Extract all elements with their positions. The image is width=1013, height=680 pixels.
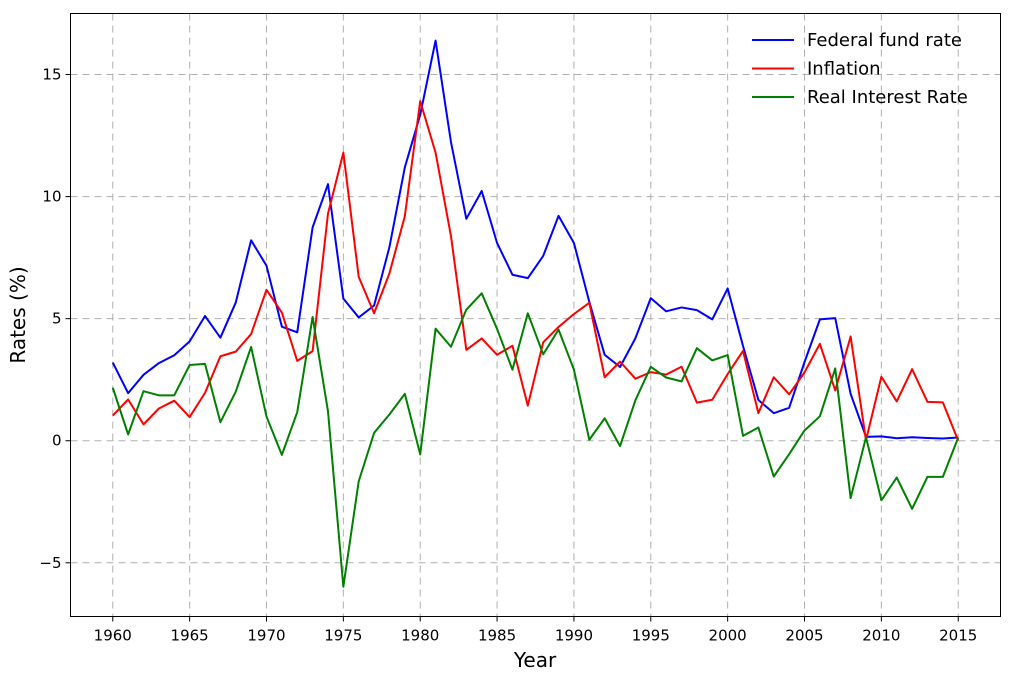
series-line-real-interest-rate (111, 292, 960, 588)
plot-frame (70, 13, 1001, 617)
x-tick-label: 1980 (401, 627, 439, 645)
x-tick-label: 1965 (171, 627, 209, 645)
x-tick-label: 1990 (555, 627, 593, 645)
y-tick-label: 5 (52, 310, 62, 328)
x-tick-label: 1995 (632, 627, 670, 645)
x-tick-label: 1960 (94, 627, 132, 645)
x-tick-label: 1970 (247, 627, 285, 645)
x-tick-label: 1985 (478, 627, 516, 645)
y-tick-label: 15 (42, 66, 61, 84)
x-tick-label: 2015 (939, 627, 977, 645)
y-tick-label: −5 (39, 554, 61, 572)
axis-ticks: 1960 1965 1970 1975 1980 1985 1990 1995 2000 2005… (39, 66, 977, 645)
series-line-inflation (112, 100, 960, 442)
series-lines (111, 39, 960, 588)
y-tick-label: 10 (42, 188, 61, 206)
legend-label-inflation: Inflation (807, 59, 881, 80)
y-axis-title: Rates (%) (6, 266, 30, 363)
x-tick-label: 2010 (862, 627, 900, 645)
series-line-federal-fund-rate (111, 39, 959, 440)
x-tick-label: 2005 (785, 627, 823, 645)
legend: Federal fund rate Inflation Real Interest … (752, 30, 968, 108)
x-axis-title: Year (513, 648, 557, 672)
y-tick-label: 0 (52, 432, 62, 450)
x-tick-label: 1975 (324, 627, 362, 645)
legend-label-federal-fund-rate: Federal fund rate (807, 30, 962, 51)
legend-label-real-interest-rate: Real Interest Rate (807, 87, 968, 108)
x-tick-label: 2000 (709, 627, 747, 645)
